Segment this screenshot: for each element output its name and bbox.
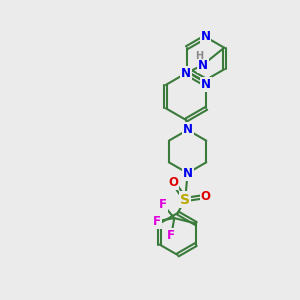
Text: N: N [183,123,193,136]
Text: N: N [181,67,191,80]
Text: O: O [168,176,178,189]
Text: S: S [180,193,190,206]
Text: F: F [159,198,167,211]
Text: H: H [195,51,203,61]
Text: F: F [167,229,175,242]
Text: N: N [198,58,208,72]
Text: O: O [201,190,211,203]
Text: F: F [153,214,161,228]
Text: N: N [183,167,193,180]
Text: N: N [200,30,211,44]
Text: N: N [201,78,212,92]
